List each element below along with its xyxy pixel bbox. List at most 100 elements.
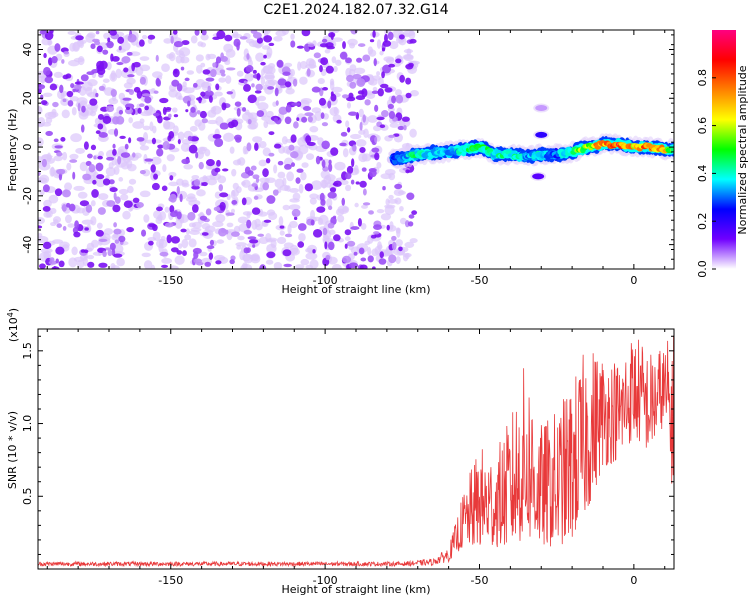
spectrogram-heatmap [38,30,674,269]
noise-speck [98,150,104,158]
noise-speck [367,46,373,55]
noise-speck [156,238,168,249]
noise-blob [153,173,158,180]
noise-blob [345,57,352,64]
noise-speck [214,191,221,199]
noise-blob [109,30,117,36]
noise-blob [198,161,204,170]
noise-blob [382,186,386,191]
noise-speck [73,185,85,191]
noise-blob [409,38,417,44]
noise-blob [346,240,356,247]
noise-blob [74,81,84,85]
noise-speck [376,71,381,77]
noise-speck [331,37,343,42]
noise-speck [250,254,261,264]
noise-blob [120,152,131,158]
noise-blob [179,193,183,203]
noise-blob [333,234,341,242]
isolated-patch [535,105,548,112]
noise-speck [163,38,173,44]
noise-blob [367,255,374,263]
noise-blob [74,220,79,230]
noise-speck [251,219,258,230]
noise-blob [373,58,377,67]
noise-blob [296,168,304,173]
noise-blob [356,78,366,87]
noise-speck [120,193,129,201]
noise-blob [43,66,51,76]
noise-blob [219,201,226,211]
noise-blob [304,183,314,192]
noise-blob [95,30,100,35]
x-tick-label: -100 [313,574,338,587]
noise-blob [325,65,334,74]
noise-speck [323,238,334,243]
noise-blob [293,216,298,221]
noise-speck [110,265,120,269]
noise-blob [99,60,108,70]
noise-speck [190,35,198,44]
noise-speck [45,157,55,164]
y-tick-label: 1.5 [21,342,34,360]
noise-blob [254,142,259,152]
noise-speck [285,87,295,95]
noise-speck [48,194,59,204]
colorbar: 0.0 0.2 0.4 0.6 0.8 Normalized spectral ampl… [696,30,749,278]
noise-speck [257,102,269,111]
noise-speck [85,86,93,96]
noise-blob [148,223,157,228]
noise-blob [361,88,368,98]
noise-blob [68,203,76,212]
noise-speck [90,200,96,207]
noise-blob [75,35,84,41]
noise-blob [358,247,365,255]
noise-blob [219,69,226,74]
noise-speck [402,54,414,60]
noise-speck [389,122,399,128]
noise-speck [394,197,402,205]
noise-blob [48,57,53,66]
noise-blob [156,148,164,157]
noise-blob [374,136,378,144]
noise-blob [193,179,201,187]
noise-blob [169,175,174,181]
noise-blob [139,76,146,85]
noise-blob [141,229,147,237]
noise-blob [112,148,117,156]
noise-speck [139,145,150,151]
noise-speck [200,33,209,41]
noise-blob [166,234,172,244]
noise-blob [155,54,159,62]
noise-blob [191,204,199,213]
noise-speck [162,164,167,173]
noise-blob [83,141,89,150]
noise-speck [263,120,269,129]
noise-blob [266,251,276,259]
noise-speck [181,238,189,249]
noise-speck [380,213,392,221]
noise-speck [118,177,124,182]
noise-blob [313,52,322,59]
noise-blob [246,219,252,229]
noise-speck [185,228,191,235]
noise-blob [181,40,190,46]
noise-speck [190,227,202,232]
noise-blob [292,78,298,87]
noise-speck [182,81,187,88]
noise-speck [175,92,182,100]
noise-speck [213,254,226,262]
noise-speck [86,254,95,260]
noise-speck [329,107,340,116]
y-tick-label: 20 [21,91,34,105]
snr-y-multiplier-open: (x10 [7,317,20,342]
noise-speck [265,177,276,184]
noise-speck [244,73,254,82]
noise-blob [302,105,312,111]
x-tick-label: -50 [471,274,489,287]
noise-blob [311,86,321,93]
noise-blob [328,32,336,38]
noise-blob [356,57,363,63]
noise-speck [347,38,358,46]
noise-speck [143,260,153,269]
